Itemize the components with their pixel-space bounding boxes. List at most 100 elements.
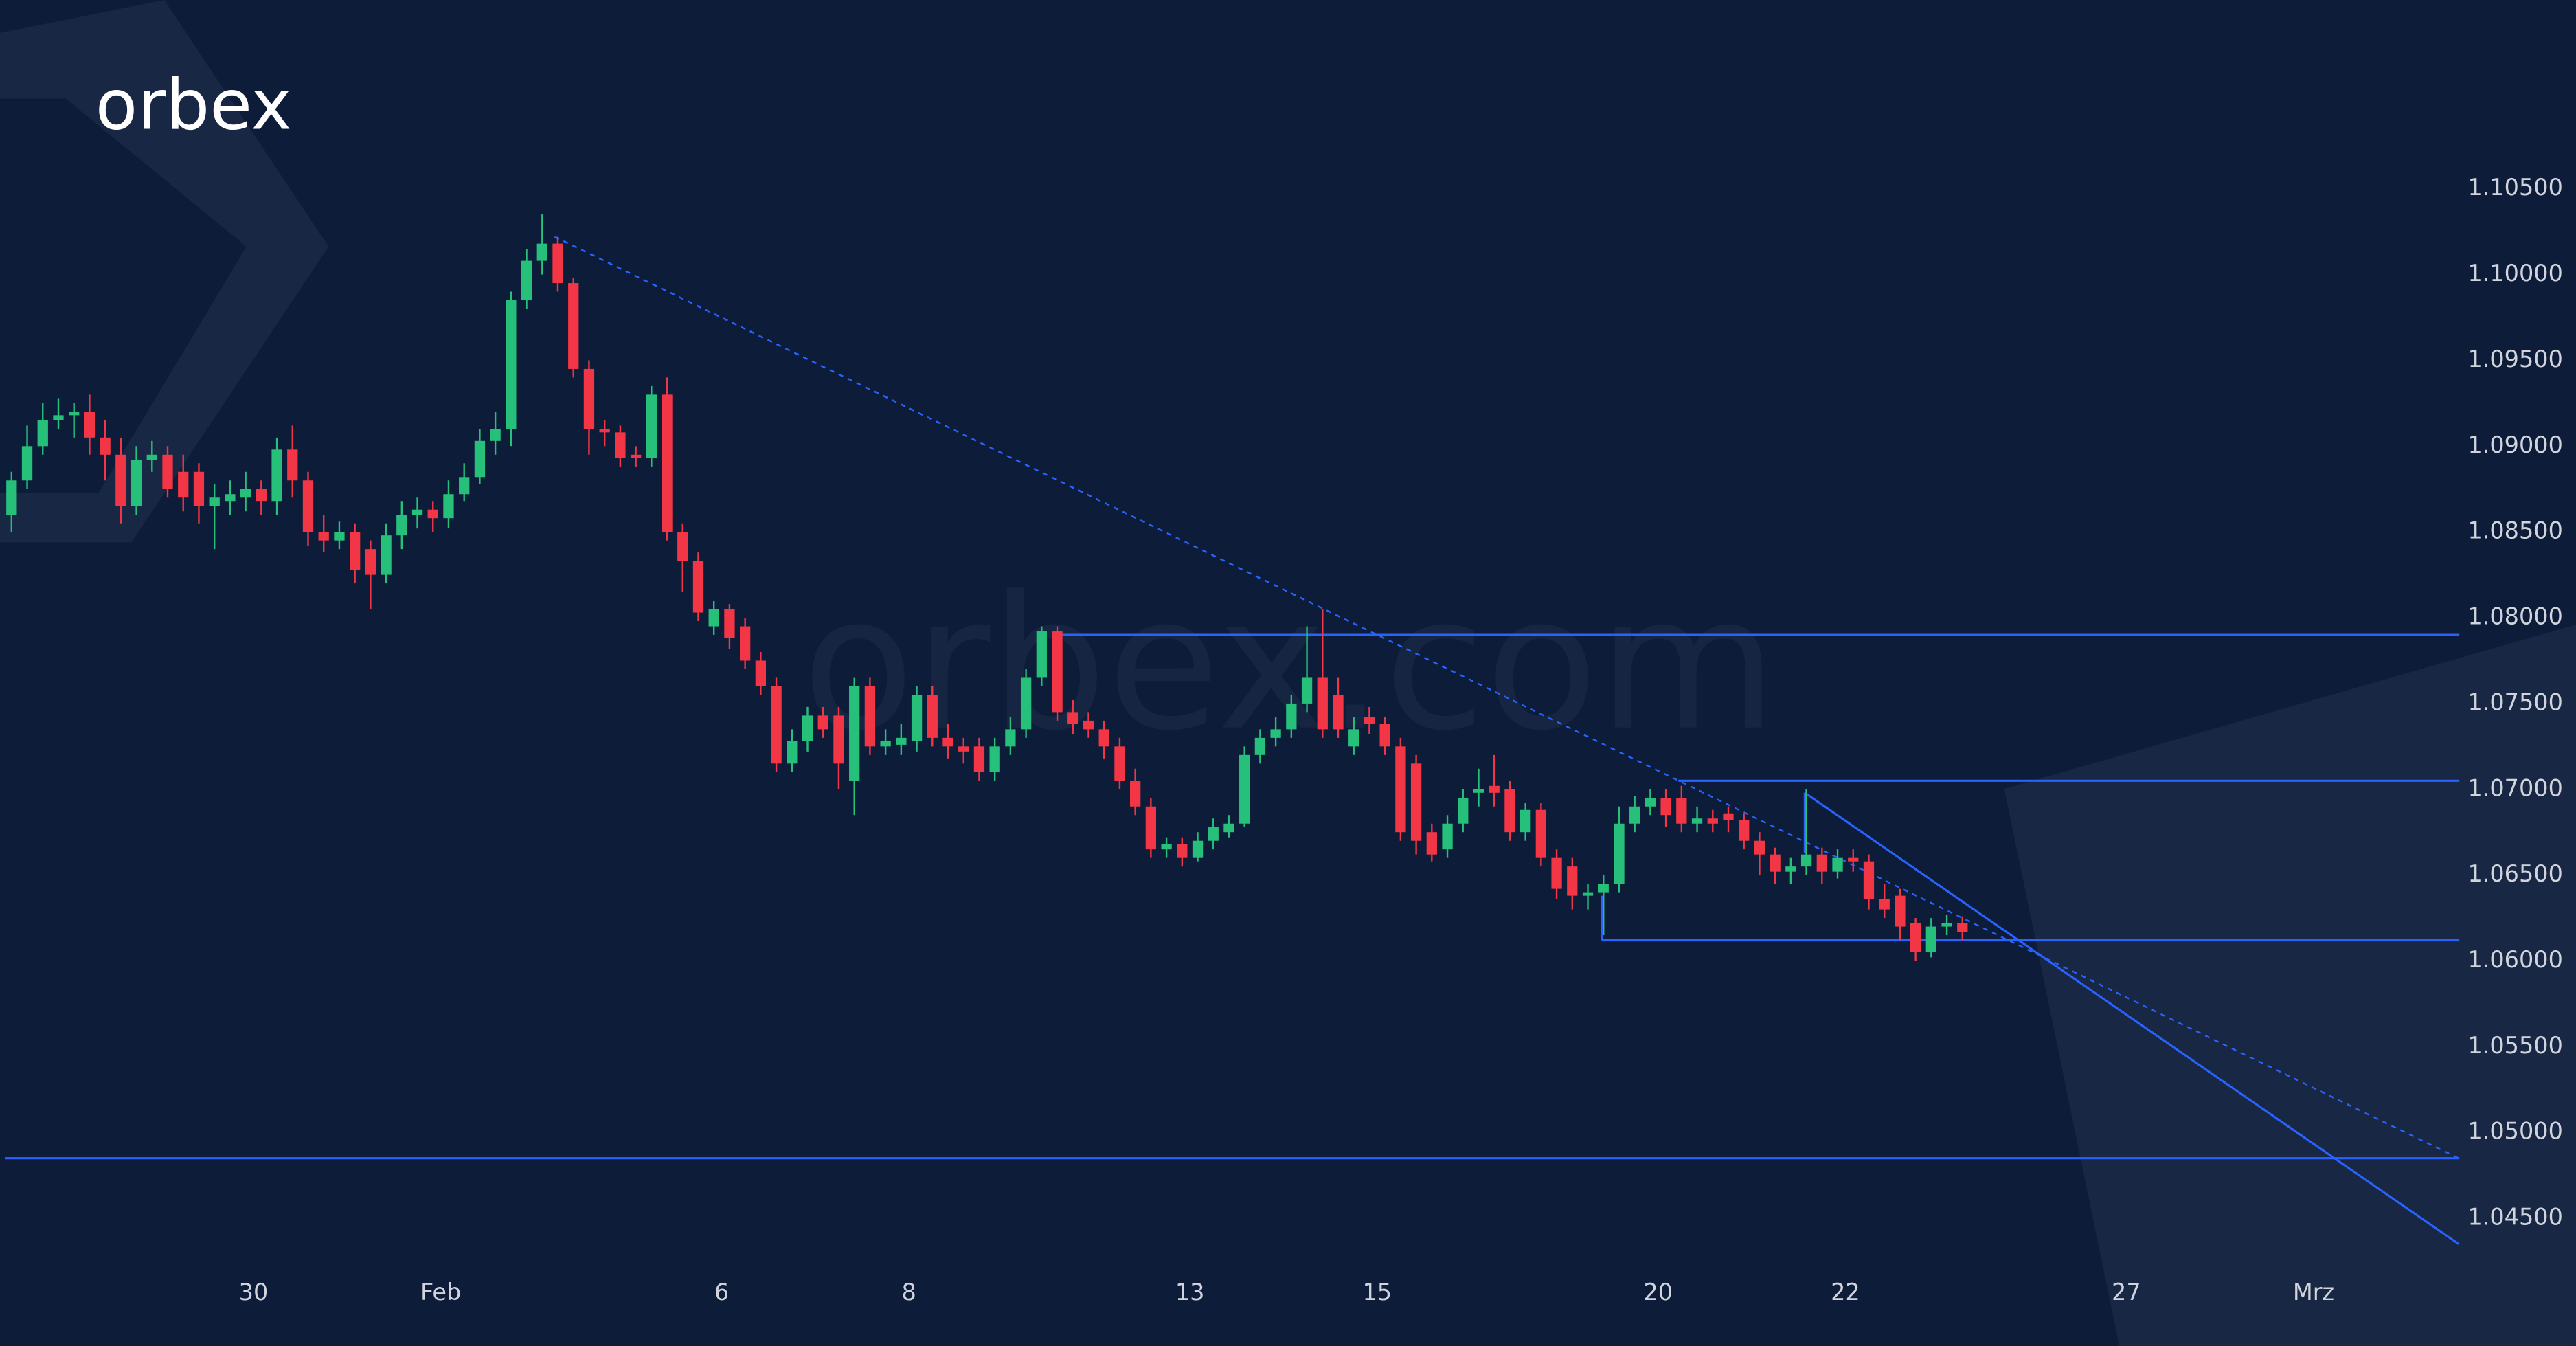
candle-body: [1925, 926, 1937, 953]
candle-body: [1785, 866, 1796, 872]
candle-body: [583, 368, 595, 429]
candle-body: [1317, 677, 1328, 730]
candle-body: [568, 283, 579, 369]
x-tick-label: 30: [239, 1279, 269, 1305]
chevron: [2004, 624, 2576, 1346]
candle-body: [1458, 798, 1469, 824]
candle-body: [677, 532, 688, 561]
candle-body: [1286, 703, 1297, 730]
trend-line: [1804, 792, 2460, 1245]
candle-body: [771, 686, 782, 764]
candle-body: [802, 715, 813, 741]
candle-body: [1067, 712, 1078, 724]
y-tick-label: 1.08500: [2467, 517, 2562, 544]
candle-body: [1879, 899, 1890, 910]
candle-body: [490, 429, 501, 441]
x-tick-label: Mrz: [2293, 1279, 2334, 1305]
candle-body: [755, 660, 767, 686]
candle-body: [146, 454, 157, 460]
candle-body: [1098, 729, 1109, 747]
candle-body: [1910, 923, 1921, 953]
candle-body: [506, 300, 517, 429]
y-tick-label: 1.04500: [2467, 1204, 2562, 1231]
candle-body: [1551, 857, 1562, 889]
candle-body: [958, 746, 969, 752]
plot-area: 1.04500 1.05000 1.05500 1.06000 1.06500 1.070…: [5, 174, 2563, 1305]
candle-body: [1426, 832, 1437, 855]
candle-body: [1192, 840, 1204, 858]
candle-body: [69, 412, 80, 416]
candle-body: [225, 494, 236, 502]
candle-body: [1020, 677, 1032, 730]
candle-body: [381, 535, 392, 575]
candle-body: [21, 446, 33, 481]
candle-body: [1364, 717, 1375, 724]
candle-body: [662, 394, 673, 532]
candle-body: [334, 532, 345, 541]
candle-body: [1379, 724, 1390, 747]
candle-body: [271, 449, 282, 502]
y-tick-label: 1.06500: [2467, 860, 2562, 887]
candle-body: [1645, 798, 1656, 807]
candle-body: [521, 260, 532, 301]
candle-body: [1691, 818, 1703, 824]
x-tick-label: 13: [1175, 1279, 1205, 1305]
candle-body: [1036, 631, 1047, 678]
candle-body: [178, 471, 189, 498]
x-tick-label: 8: [902, 1279, 916, 1305]
candle-body: [1848, 857, 1859, 862]
candle-body: [287, 449, 298, 481]
candle-body: [989, 746, 1000, 772]
candle-body: [1410, 763, 1422, 841]
candle-body: [911, 695, 923, 741]
candle-body: [1270, 729, 1281, 738]
candle-body: [833, 715, 844, 764]
candle-body: [1442, 823, 1453, 850]
x-tick-label: 15: [1363, 1279, 1392, 1305]
candle-body: [1582, 892, 1594, 896]
candle-body: [1473, 789, 1484, 793]
candle-body: [615, 432, 626, 458]
candle-body: [927, 695, 938, 738]
y-tick-label: 1.05500: [2467, 1032, 2562, 1059]
candle-body: [1614, 823, 1625, 884]
y-tick-label: 1.07000: [2467, 774, 2562, 801]
candle-body: [53, 415, 64, 420]
candle-body: [1567, 866, 1578, 896]
candle-body: [1519, 809, 1531, 833]
candle-body: [1863, 861, 1875, 899]
candle-body: [1254, 737, 1266, 755]
candle-body: [1816, 854, 1827, 872]
trend-line: [554, 236, 2459, 1159]
candle-body: [443, 494, 454, 519]
candle-body: [1301, 677, 1313, 704]
candle-body: [1489, 785, 1500, 793]
x-tick-label: 20: [1643, 1279, 1673, 1305]
x-tick-label: 22: [1831, 1279, 1860, 1305]
candle-body: [256, 489, 267, 502]
candle-body: [724, 609, 735, 639]
y-tick-label: 1.10000: [2467, 260, 2562, 287]
watermark: orbex.com: [802, 557, 1777, 772]
candle-body: [1208, 827, 1219, 841]
candle-body: [896, 737, 907, 745]
candle-body: [1676, 798, 1687, 824]
candle-body: [396, 515, 407, 536]
candle-body: [1348, 729, 1359, 747]
candle-body: [630, 454, 642, 458]
y-tick-label: 1.08000: [2467, 603, 2562, 630]
candle-body: [1239, 754, 1250, 824]
candle-body: [1723, 813, 1734, 820]
candle-body: [880, 741, 891, 747]
y-tick-label: 1.05000: [2467, 1118, 2562, 1145]
candle-body: [817, 715, 828, 730]
candle-body: [131, 460, 142, 506]
x-tick-label: 27: [2112, 1279, 2141, 1305]
y-tick-label: 1.07500: [2467, 688, 2562, 715]
candle-body: [599, 429, 610, 433]
candle-body: [349, 532, 361, 570]
x-tick-label: Feb: [420, 1279, 461, 1305]
